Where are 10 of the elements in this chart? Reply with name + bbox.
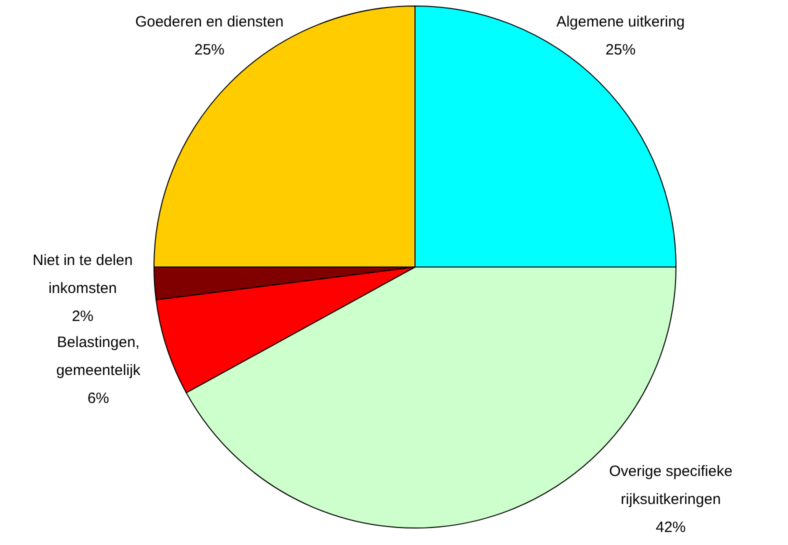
data-label: 6% xyxy=(87,390,110,407)
slice-label: Algemene uitkering xyxy=(556,14,685,31)
slice-label: Belastingen, gemeentelijk xyxy=(56,334,141,379)
slice-label: Overige specifieke rijksuitkeringen xyxy=(609,462,732,508)
data-label: 2% xyxy=(72,308,94,325)
data-label: 42% xyxy=(656,518,686,536)
data-label: 25% xyxy=(194,42,224,59)
slice-label: Niet in te delen inkomsten xyxy=(32,252,133,297)
data-label: 25% xyxy=(606,42,636,59)
slice-label: Goederen en diensten xyxy=(135,14,284,31)
